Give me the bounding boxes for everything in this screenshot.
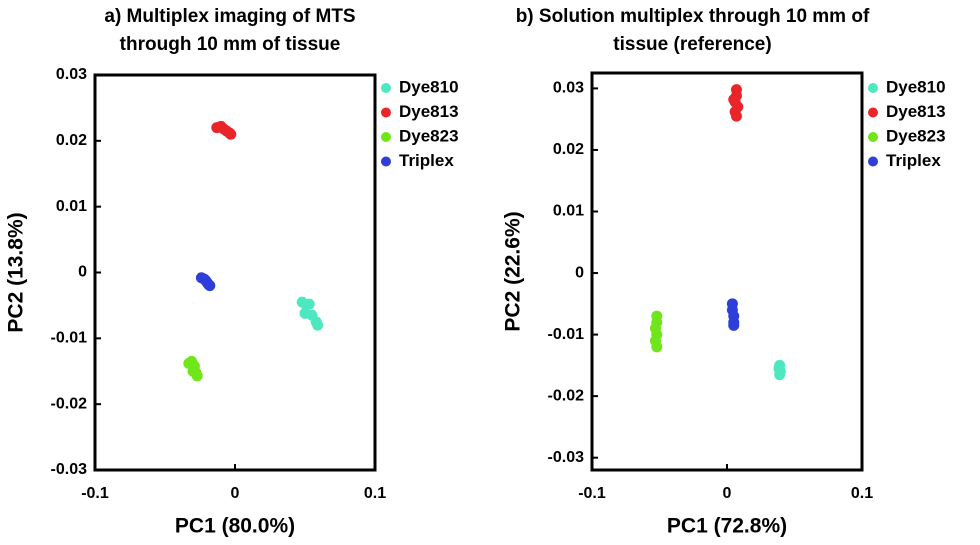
point: [651, 341, 663, 353]
legend-label: Triplex: [399, 151, 454, 170]
legend-label: Dye813: [399, 102, 459, 121]
legend-marker: [868, 83, 878, 93]
point: [200, 274, 212, 286]
legend-label: Dye823: [399, 126, 459, 145]
point: [730, 110, 742, 122]
x-tick-label: 0: [723, 485, 732, 502]
legend-marker: [868, 156, 878, 167]
y-tick-label: -0.03: [51, 461, 88, 478]
y-tick-label: -0.02: [51, 395, 88, 412]
y-tick-label: 0: [575, 264, 584, 281]
legend-marker: [381, 107, 391, 118]
y-tick-label: -0.03: [548, 449, 585, 466]
y-axis-label: PC2 (13.8%): [5, 212, 28, 332]
legend-label: Dye810: [886, 77, 946, 96]
point: [728, 93, 740, 105]
y-axis-label: PC2 (22.6%): [502, 211, 525, 331]
plot-frame: [590, 71, 864, 472]
legend-label: Dye813: [886, 102, 946, 121]
point: [728, 319, 740, 331]
legend-marker: [381, 156, 391, 167]
legend-marker: [381, 132, 391, 142]
plot-frame: [93, 73, 377, 472]
y-tick-label: 0.02: [56, 132, 87, 149]
y-tick-label: 0.01: [56, 198, 87, 215]
point: [303, 298, 315, 310]
point: [187, 365, 199, 377]
point: [312, 319, 324, 331]
legend-label: Dye810: [399, 77, 459, 96]
y-tick-label: 0.01: [553, 203, 584, 220]
chart-title: a) Multiplex imaging of MTS through 10 m…: [104, 6, 356, 55]
point: [774, 369, 786, 381]
legend-marker: [868, 132, 878, 142]
legend-label: Dye823: [886, 126, 946, 145]
x-tick-label: 0.1: [364, 485, 386, 502]
y-tick-label: -0.01: [51, 330, 88, 347]
y-tick-label: 0.02: [553, 141, 584, 158]
y-tick-label: -0.02: [548, 387, 585, 404]
y-tick-label: 0: [78, 264, 87, 281]
point: [225, 128, 237, 140]
x-axis-label: PC1 (80.0%): [175, 515, 295, 538]
y-tick-label: 0.03: [553, 80, 584, 97]
y-tick-label: 0.03: [56, 66, 87, 83]
x-tick-label: -0.1: [81, 485, 109, 502]
x-tick-label: -0.1: [578, 485, 606, 502]
x-tick-label: 0.1: [851, 485, 873, 502]
y-tick-label: -0.01: [548, 326, 585, 343]
legend-marker: [381, 83, 391, 93]
legend-marker: [868, 107, 878, 118]
chart-title: b) Solution multiplex through 10 mm of t…: [515, 6, 870, 55]
legend-label: Triplex: [886, 151, 941, 170]
x-axis-label: PC1 (72.8%): [667, 515, 787, 538]
x-tick-label: 0: [231, 485, 240, 502]
